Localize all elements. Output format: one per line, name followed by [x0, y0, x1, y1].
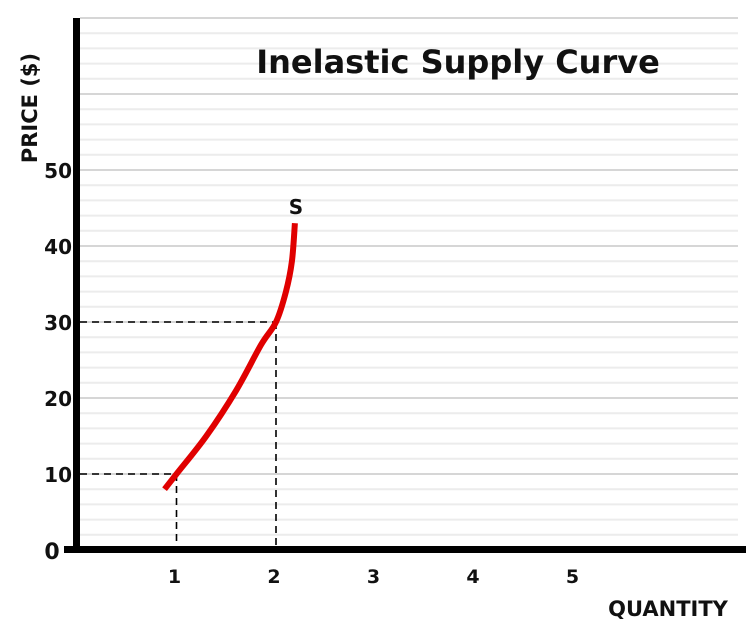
chart-title: Inelastic Supply Curve [256, 43, 660, 81]
dashed-guides [80, 321, 277, 546]
y-tick-labels: 10 20 30 40 50 [44, 159, 72, 487]
x-tick-labels: 1 2 3 4 5 [168, 566, 579, 588]
x-tick-label: 1 [168, 566, 181, 588]
y-axis-line [73, 18, 80, 553]
x-tick-label: 2 [267, 566, 280, 588]
x-axis-line [64, 546, 746, 553]
y-tick-label: 50 [44, 159, 72, 183]
y-tick-label: 30 [44, 311, 72, 335]
y-axis-label: PRICE ($) [18, 53, 42, 163]
x-axis-label: QUANTITY [608, 597, 729, 621]
y-tick-label: 40 [44, 235, 72, 259]
x-tick-label: 5 [566, 566, 579, 588]
curve-label-s: S [289, 195, 303, 219]
origin-label: 0 [44, 540, 59, 565]
supply-curve [162, 222, 298, 492]
y-tick-label: 20 [44, 387, 72, 411]
x-tick-label: 4 [466, 566, 479, 588]
x-tick-label: 3 [367, 566, 380, 588]
y-tick-label: 10 [44, 463, 72, 487]
gridlines [80, 17, 738, 536]
